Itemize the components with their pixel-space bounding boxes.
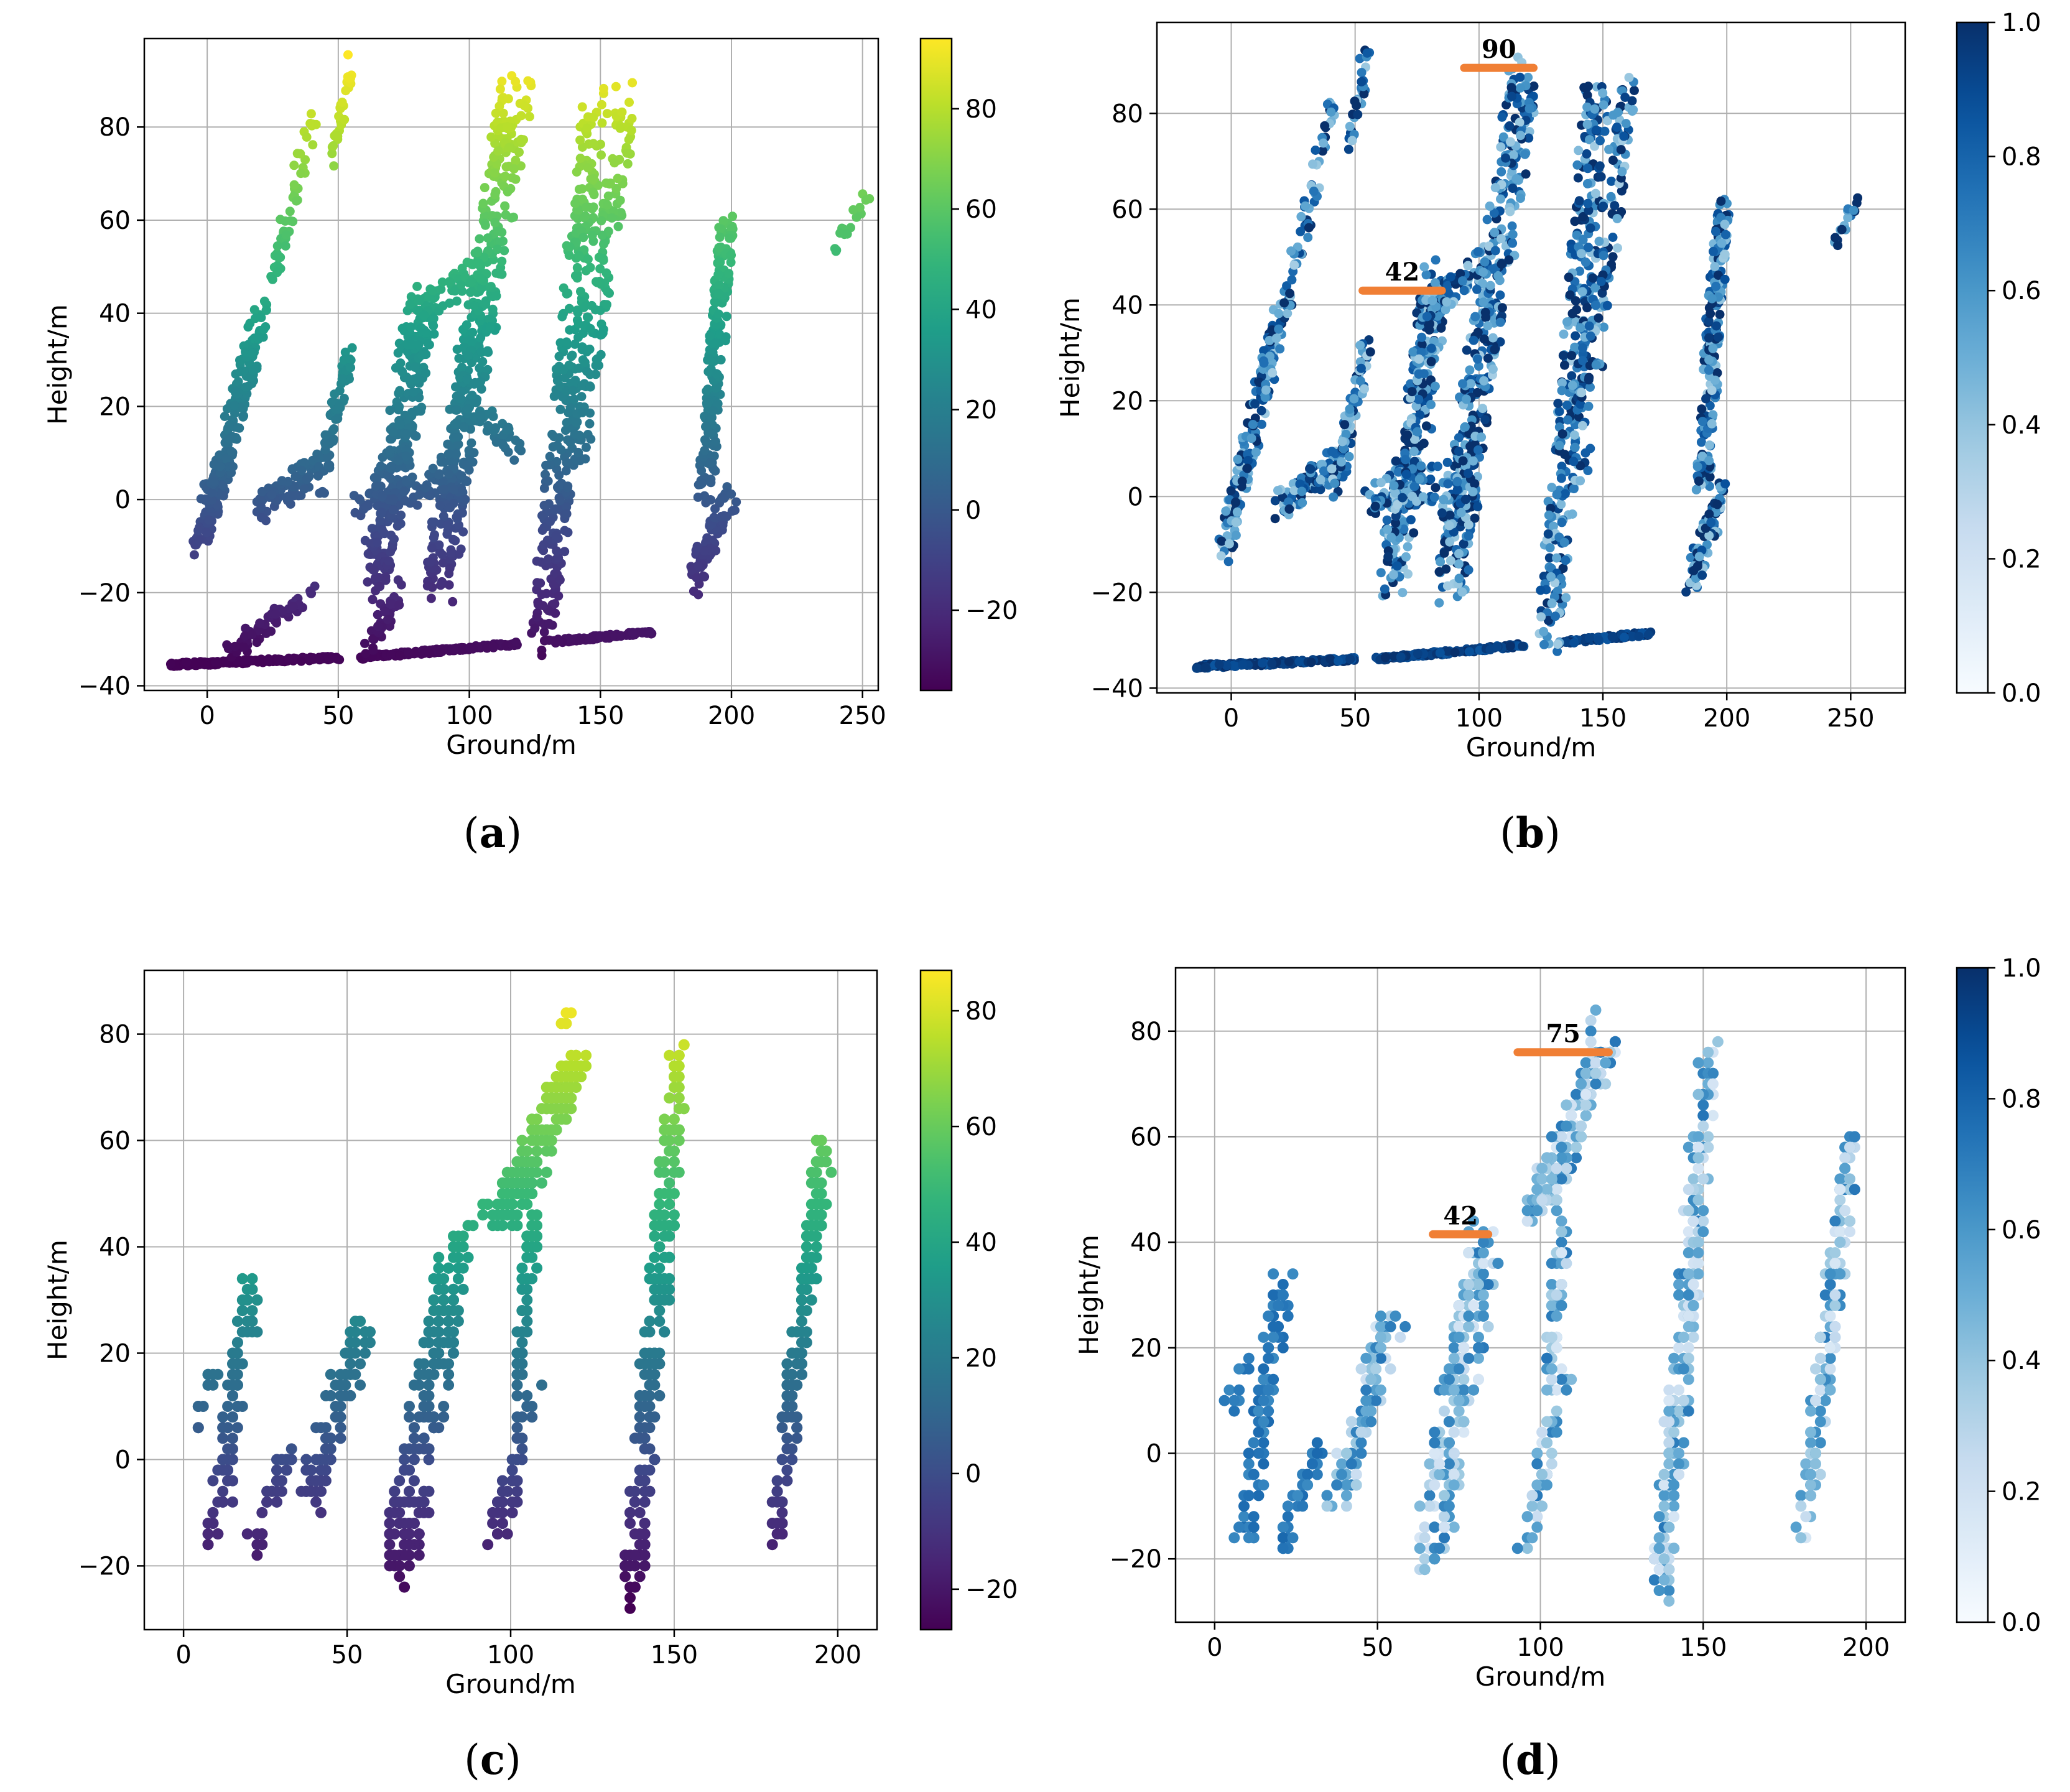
data-point xyxy=(332,653,341,663)
data-point xyxy=(239,411,249,421)
data-point xyxy=(189,550,199,560)
data-point xyxy=(468,644,478,654)
data-points xyxy=(165,50,875,671)
data-point xyxy=(395,651,405,661)
data-point xyxy=(222,404,232,414)
data-point xyxy=(263,656,273,666)
data-point xyxy=(284,653,294,663)
data-point xyxy=(235,355,244,365)
data-point xyxy=(296,656,306,666)
data-point xyxy=(274,654,284,664)
data-point xyxy=(511,638,521,647)
data-point xyxy=(386,649,396,659)
data-point xyxy=(587,632,596,642)
data-point xyxy=(306,653,316,663)
data-point xyxy=(608,631,618,641)
data-point xyxy=(601,633,611,643)
data-point xyxy=(313,653,323,663)
data-point xyxy=(628,628,638,638)
data-point xyxy=(194,536,204,545)
data-point xyxy=(616,631,626,641)
data-point xyxy=(190,660,200,670)
data-point xyxy=(165,659,175,669)
data-point xyxy=(575,636,585,645)
data-point xyxy=(424,649,434,659)
data-point xyxy=(458,645,468,655)
data-point xyxy=(645,627,655,637)
data-point xyxy=(239,655,249,665)
data-point xyxy=(638,628,647,638)
data-point xyxy=(554,636,564,646)
data-point xyxy=(211,657,221,667)
data-point xyxy=(409,649,419,659)
data-point xyxy=(182,657,191,667)
data-point xyxy=(436,648,445,657)
data-point xyxy=(488,641,498,651)
